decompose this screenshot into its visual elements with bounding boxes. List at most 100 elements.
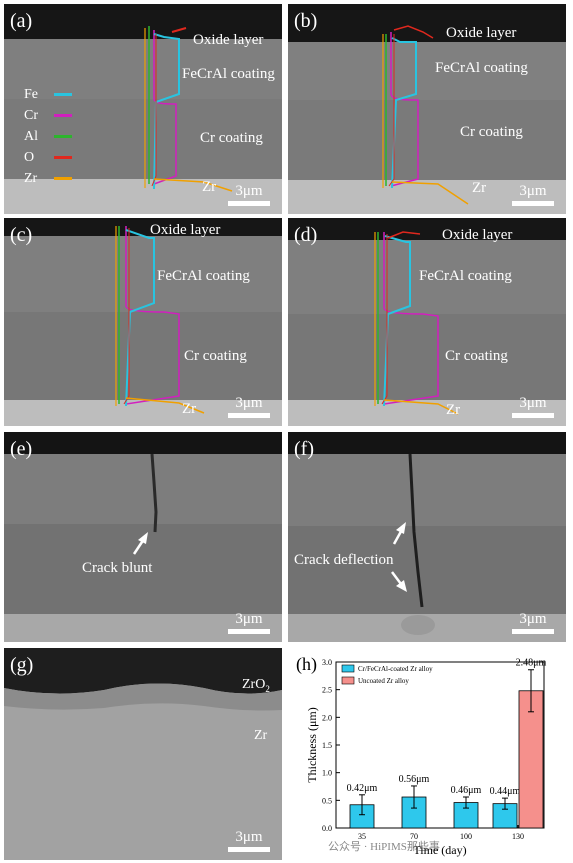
scale-label: 3μm bbox=[235, 611, 263, 627]
element-legend: Fe Cr Al O Zr bbox=[24, 84, 72, 189]
cr-coating-label: Cr coating bbox=[200, 130, 263, 146]
scale-bar: 3μm bbox=[228, 829, 270, 852]
legend-item-cr: Cr bbox=[24, 105, 72, 126]
panel-label: (e) bbox=[10, 438, 33, 460]
sem-image-a bbox=[4, 4, 282, 214]
arrow-icon bbox=[132, 532, 148, 555]
y-tick-label: 3.0 bbox=[322, 658, 332, 667]
data-label: 0.44μm bbox=[490, 786, 521, 797]
panel-label: (d) bbox=[294, 224, 318, 246]
legend-label: O bbox=[24, 149, 35, 165]
y-tick-label: 0.0 bbox=[322, 824, 332, 833]
data-label: 0.46μm bbox=[451, 785, 482, 796]
zr-label: Zr bbox=[254, 728, 268, 743]
legend-swatch bbox=[54, 93, 72, 96]
fecral-coating-label: FeCrAl coating bbox=[435, 60, 528, 76]
crack-deflection-label: Crack deflection bbox=[294, 552, 394, 568]
panel-label: (f) bbox=[294, 438, 314, 460]
sem-image-d bbox=[288, 218, 566, 426]
fecral-coating-label: FeCrAl coating bbox=[157, 268, 250, 284]
legend-item-fe: Fe bbox=[24, 84, 72, 105]
panel-d: (d) Oxide layer FeCrAl coating Cr coatin… bbox=[288, 218, 566, 426]
panel-label: (b) bbox=[294, 10, 318, 32]
scale-bar: 3μm bbox=[512, 183, 554, 206]
panel-b: (b) Oxide layer FeCrAl coating Cr coatin… bbox=[288, 4, 566, 214]
oxide-layer-label: Oxide layer bbox=[442, 227, 513, 243]
legend-label: Al bbox=[24, 128, 38, 144]
legend-swatch bbox=[54, 156, 72, 159]
legend-item-al: Al bbox=[24, 126, 72, 147]
arrow-icon bbox=[391, 522, 407, 592]
legend-swatch bbox=[54, 135, 72, 138]
panel-f: (f) Crack deflection 3μm bbox=[288, 432, 566, 642]
scale-bar: 3μm bbox=[228, 183, 270, 206]
legend-swatch bbox=[54, 114, 72, 117]
x-tick-label: 35 bbox=[358, 832, 366, 841]
legend-label: Cr/FeCrAl-coated Zr alloy bbox=[358, 665, 433, 673]
fecral-coating-label: FeCrAl coating bbox=[182, 66, 275, 82]
legend-label: Cr bbox=[24, 107, 38, 123]
sem-image-e bbox=[4, 432, 282, 642]
oxide-layer-label: Oxide layer bbox=[193, 32, 264, 48]
plot-frame bbox=[335, 661, 545, 829]
data-label: 0.56μm bbox=[399, 774, 430, 785]
legend-label: Zr bbox=[24, 170, 38, 186]
y-tick-label: 2.5 bbox=[322, 686, 332, 695]
data-label: 0.42μm bbox=[347, 783, 378, 794]
sem-image-g bbox=[4, 648, 282, 860]
legend-item-o: O bbox=[24, 147, 72, 168]
x-tick-label: 70 bbox=[410, 832, 418, 841]
zr-label: Zr bbox=[202, 179, 217, 195]
panel-label: (a) bbox=[10, 10, 33, 32]
scale-bar: 3μm bbox=[512, 395, 554, 418]
watermark: 公众号 · HiPIMS那些事 bbox=[328, 839, 440, 853]
legend-label: Uncoated Zr alloy bbox=[358, 677, 409, 685]
oxide-layer-label: Oxide layer bbox=[446, 25, 517, 41]
zr-label: Zr bbox=[446, 402, 461, 418]
data-label: 2.48μm bbox=[516, 658, 547, 669]
scale-label: 3μm bbox=[519, 183, 547, 199]
cr-coating-label: Cr coating bbox=[460, 124, 523, 140]
y-tick-label: 2.0 bbox=[322, 713, 332, 722]
panel-g: (g) ZrO2 Zr 3μm bbox=[4, 648, 282, 860]
y-tick-label: 1.5 bbox=[322, 741, 332, 750]
scale-label: 3μm bbox=[235, 829, 263, 845]
sem-image-b bbox=[288, 4, 566, 214]
scale-label: 3μm bbox=[519, 611, 547, 627]
crack-blunt-label: Crack blunt bbox=[82, 560, 153, 576]
cr-coating-label: Cr coating bbox=[445, 348, 508, 364]
y-axis-label: Thickness (μm) bbox=[305, 707, 319, 782]
cr-coating-label: Cr coating bbox=[184, 348, 247, 364]
x-tick-label: 130 bbox=[512, 832, 524, 841]
x-tick-label: 100 bbox=[460, 832, 472, 841]
panel-a: (a) Oxide layer FeCrAl coating Cr coatin… bbox=[4, 4, 282, 214]
legend-label: Fe bbox=[24, 86, 38, 102]
legend-swatch bbox=[341, 664, 355, 673]
scale-bar: 3μm bbox=[228, 395, 270, 418]
thickness-bar-chart: (h) 公众号 · HiPIMS那些事 0.0 0.5 1.0 1.5 2.0 2.5 3.… bbox=[296, 654, 547, 857]
panel-label: (h) bbox=[296, 654, 317, 675]
panel-h-chart: (h) 公众号 · HiPIMS那些事 0.0 0.5 1.0 1.5 2.0 2.5 3.… bbox=[288, 648, 566, 860]
oxide-layer-label: Oxide layer bbox=[150, 222, 221, 238]
legend-item-zr: Zr bbox=[24, 168, 72, 189]
panel-e: (e) Crack blunt 3μm bbox=[4, 432, 282, 642]
panel-label: (g) bbox=[10, 654, 34, 676]
legend-swatch bbox=[341, 676, 355, 685]
zr-label: Zr bbox=[472, 180, 487, 196]
scale-label: 3μm bbox=[235, 183, 263, 199]
scale-bar: 3μm bbox=[512, 611, 554, 634]
legend-swatch bbox=[54, 177, 72, 180]
sem-image-f bbox=[288, 432, 566, 642]
sem-image-c bbox=[4, 218, 282, 426]
panel-c: (c) Oxide layer FeCrAl coating Cr coatin… bbox=[4, 218, 282, 426]
bar bbox=[518, 690, 544, 829]
x-axis-label: Time (day) bbox=[413, 843, 466, 857]
scale-bar: 3μm bbox=[228, 611, 270, 634]
zr-label: Zr bbox=[182, 401, 197, 417]
zro2-label: ZrO2 bbox=[242, 677, 270, 694]
fecral-coating-label: FeCrAl coating bbox=[419, 268, 512, 284]
y-tick-label: 1.0 bbox=[322, 769, 332, 778]
panel-label: (c) bbox=[10, 224, 33, 246]
y-tick-label: 0.5 bbox=[322, 796, 332, 805]
scale-label: 3μm bbox=[519, 395, 547, 411]
